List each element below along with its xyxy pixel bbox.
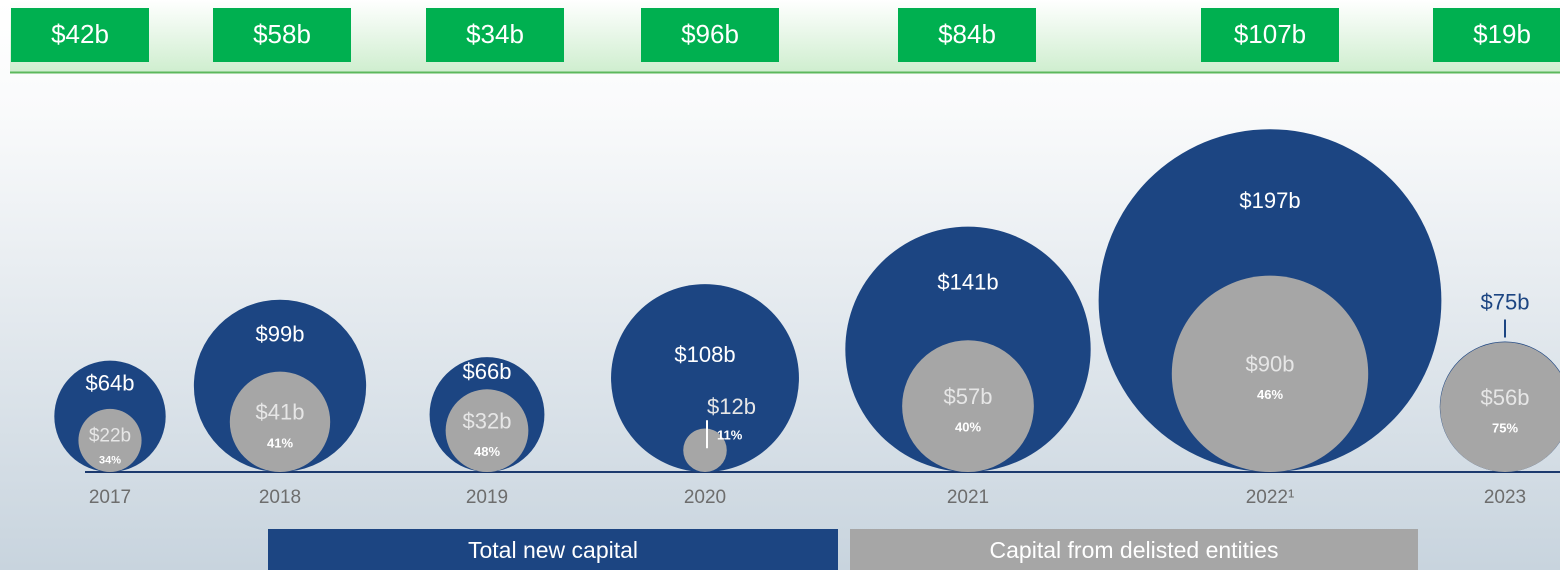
delisted-label: $56b — [1481, 385, 1530, 410]
total-bubble — [611, 284, 799, 472]
delisted-bubble — [1440, 342, 1560, 472]
top-box-label: $19b — [1473, 19, 1531, 49]
top-box — [11, 8, 149, 62]
top-box-label: $84b — [938, 19, 996, 49]
legend-swatch — [850, 529, 1418, 570]
share-label: 11% — [717, 428, 743, 443]
top-box-label: $96b — [681, 19, 739, 49]
legend-swatch — [268, 529, 838, 570]
delisted-bubble — [78, 408, 142, 472]
delisted-label: $90b — [1246, 352, 1295, 377]
x-tick-label: 2017 — [89, 487, 131, 508]
share-label: 48% — [474, 444, 500, 459]
total-label: $141b — [937, 269, 998, 294]
delisted-label: $22b — [89, 425, 131, 446]
top-box-label: $42b — [51, 19, 109, 49]
x-tick-label: 2021 — [947, 487, 989, 508]
top-box — [641, 8, 779, 62]
delisted-bubble — [445, 389, 529, 473]
top-box-label: $107b — [1234, 19, 1306, 49]
delisted-label: $32b — [463, 408, 512, 433]
share-label: 46% — [1257, 387, 1283, 402]
share-label: 40% — [955, 420, 981, 435]
total-label: $64b — [86, 371, 135, 396]
total-label: $75b — [1481, 289, 1530, 314]
legend-label: Capital from delisted entities — [990, 537, 1279, 563]
total-label: $99b — [256, 322, 305, 347]
delisted-bubble — [683, 428, 727, 472]
share-label: 34% — [99, 454, 121, 466]
x-tick-label: 2018 — [259, 487, 301, 508]
delisted-bubble — [1171, 275, 1369, 472]
delisted-label: $12b — [707, 394, 756, 419]
top-box-label: $34b — [466, 19, 524, 49]
x-tick-label: 2022¹ — [1246, 487, 1295, 508]
top-box — [1433, 8, 1560, 62]
x-tick-label: 2023 — [1484, 487, 1526, 508]
delisted-label: $57b — [944, 384, 993, 409]
top-box — [213, 8, 351, 62]
x-tick-label: 2019 — [466, 487, 508, 508]
delisted-bubble — [902, 340, 1034, 473]
total-label: $197b — [1239, 188, 1300, 213]
delisted-bubble — [229, 371, 331, 472]
top-box — [1201, 8, 1339, 62]
x-tick-label: 2020 — [684, 487, 726, 508]
share-label: 75% — [1492, 421, 1518, 436]
top-box-label: $58b — [253, 19, 311, 49]
share-label: 41% — [267, 435, 293, 450]
legend-label: Total new capital — [468, 537, 638, 563]
total-label: $108b — [674, 342, 735, 367]
top-box — [898, 8, 1036, 62]
top-box — [426, 8, 564, 62]
total-label: $66b — [463, 359, 512, 384]
delisted-label: $41b — [256, 400, 305, 425]
